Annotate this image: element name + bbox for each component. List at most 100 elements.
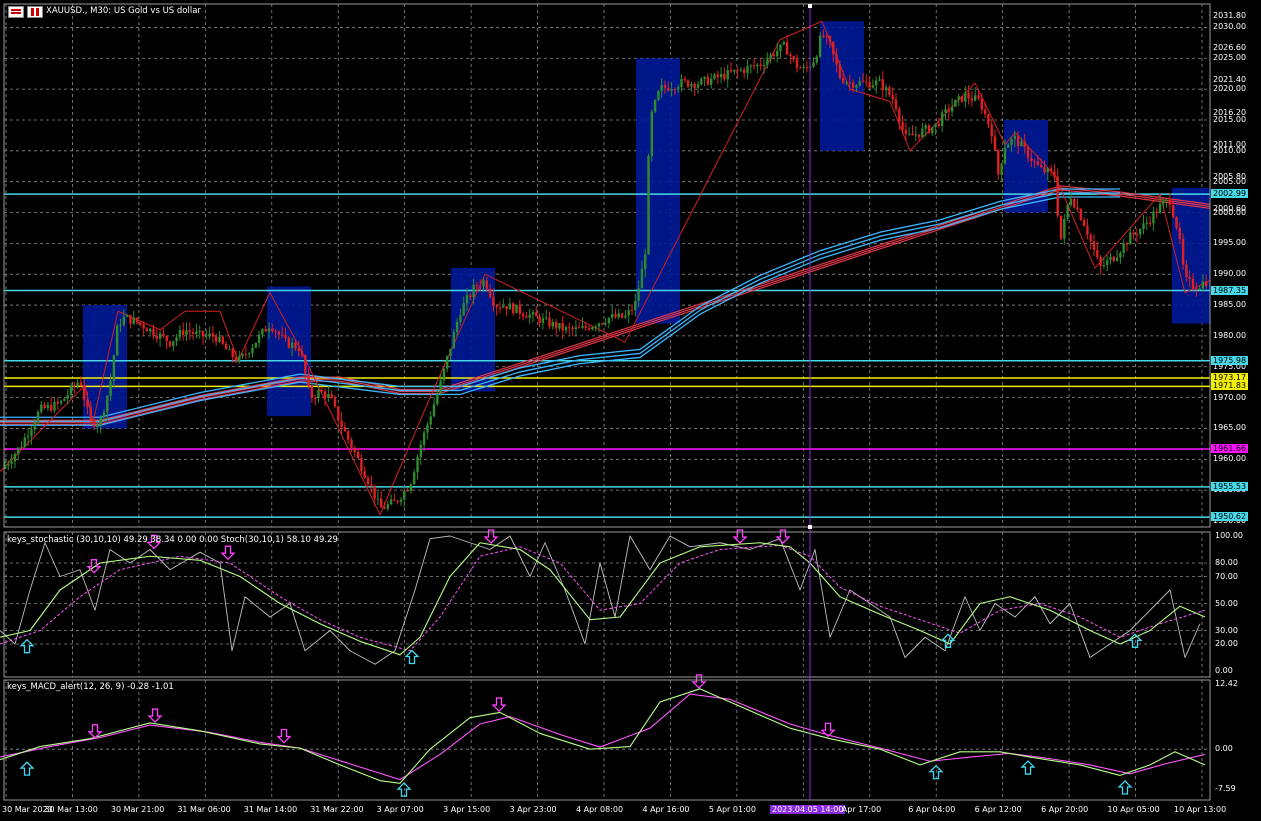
candle-body <box>1106 260 1109 266</box>
macd-title: keys_MACD_alert(12, 26, 9) -0.28 -1.01 <box>7 682 174 692</box>
candle-body <box>1195 288 1198 290</box>
candle-body <box>865 81 868 83</box>
candle-body <box>436 393 439 405</box>
candle-body <box>43 404 46 409</box>
candle-body <box>92 419 96 427</box>
crosshair-vertical-line[interactable] <box>808 4 812 800</box>
candle-body <box>1073 199 1076 208</box>
candle-body <box>1132 232 1135 235</box>
candle-body <box>413 472 416 485</box>
time-tick-label: 4 Apr 16:00 <box>642 805 690 814</box>
time-tick-label: 6 Apr 12:00 <box>974 805 1022 814</box>
time-tick-label: Apr 17:00 <box>841 805 882 814</box>
candle-body <box>686 80 690 87</box>
candle-body <box>1198 288 1201 290</box>
candle-body <box>439 380 442 394</box>
candle-body <box>660 85 663 92</box>
price-tick-label: 2000.60 <box>1213 203 1247 213</box>
candle-body <box>162 333 165 336</box>
candle-body <box>330 394 333 399</box>
candle-body <box>1142 223 1145 229</box>
candle-body <box>1000 163 1003 175</box>
candle-body <box>30 429 33 437</box>
candle-body <box>281 334 284 336</box>
candle-body <box>158 333 162 339</box>
candle-body <box>389 499 393 505</box>
candle-body <box>1023 141 1026 147</box>
candle-body <box>1178 228 1181 239</box>
candle-body <box>393 499 396 501</box>
candle-body <box>1181 238 1185 265</box>
candle-body <box>1040 165 1043 168</box>
candle-body <box>1013 135 1016 139</box>
candle-body <box>1102 265 1106 267</box>
candle-body <box>261 328 264 335</box>
candle-body <box>898 108 901 123</box>
candle-body <box>366 477 370 484</box>
ma-blue-line <box>0 192 1120 422</box>
candle-body <box>1155 211 1158 213</box>
time-tick-label: 6 Apr 04:00 <box>908 805 956 814</box>
candle-body <box>452 331 455 349</box>
candle-body <box>884 87 888 91</box>
candle-body <box>970 98 974 101</box>
candle-body <box>83 385 86 400</box>
main-chart-title: XAUUSD., M30: US Gold vs US dollar <box>46 6 201 16</box>
candle-body <box>135 317 139 323</box>
candle-body <box>1125 243 1129 245</box>
chart-window-icon[interactable] <box>8 6 24 18</box>
candle-body <box>320 389 323 392</box>
grid <box>4 4 1210 800</box>
stoch-tick-label: 100.00 <box>1215 531 1243 540</box>
price-tick-label: 1990.00 <box>1213 269 1247 279</box>
candle-body <box>881 79 884 91</box>
time-tick-label: 30 Mar 13:00 <box>44 805 98 814</box>
candle-body <box>908 133 911 135</box>
stoch-tick-label: 50.00 <box>1215 598 1238 608</box>
candle-body <box>1185 264 1188 278</box>
candle-body <box>264 328 267 332</box>
candle-body <box>1135 234 1139 236</box>
candle-body <box>66 395 69 399</box>
candle-body <box>215 336 218 342</box>
candle-body <box>795 59 799 68</box>
candle-body <box>446 356 449 369</box>
arrow-up-icon <box>396 782 412 797</box>
candle-body <box>1172 205 1175 218</box>
candle-body <box>822 35 825 37</box>
stoch-tick-label: 30.00 <box>1215 625 1238 635</box>
candle-body <box>175 337 178 342</box>
chart-bars-icon[interactable] <box>27 6 43 18</box>
candle-body <box>624 315 627 318</box>
candle-body <box>759 64 762 66</box>
candle-body <box>26 436 30 438</box>
candle-body <box>20 446 23 448</box>
candle-body <box>274 331 277 333</box>
candle-body <box>637 288 640 302</box>
arrow-up-icon <box>19 638 35 654</box>
macd-signal-line <box>0 693 1206 781</box>
candle-body <box>548 317 551 327</box>
candle-body <box>139 322 142 324</box>
price-tick-label: 2026.60 <box>1213 43 1247 53</box>
candle-body <box>231 349 234 358</box>
candle-body <box>987 114 990 125</box>
candle-body <box>340 420 343 428</box>
candle-body <box>545 317 548 319</box>
stochastic-title: keys_stochastic (30,10,10) 49.29 38.34 0… <box>7 535 338 545</box>
candle-body <box>980 98 983 110</box>
stoch-tick-label: 80.00 <box>1215 558 1238 567</box>
candle-body <box>611 314 614 318</box>
candle-body <box>594 326 597 328</box>
stochastic-subwindow <box>0 535 1206 665</box>
candle-body <box>1205 281 1208 286</box>
price-level-badge: 1971.83 <box>1211 381 1249 391</box>
candle-body <box>535 312 538 317</box>
candle-body <box>1059 215 1063 239</box>
arrow-up-icon <box>1127 633 1143 648</box>
candle-body <box>521 313 525 317</box>
macd-tick-label: 12.42 <box>1215 679 1238 688</box>
candle-body <box>1115 257 1119 261</box>
